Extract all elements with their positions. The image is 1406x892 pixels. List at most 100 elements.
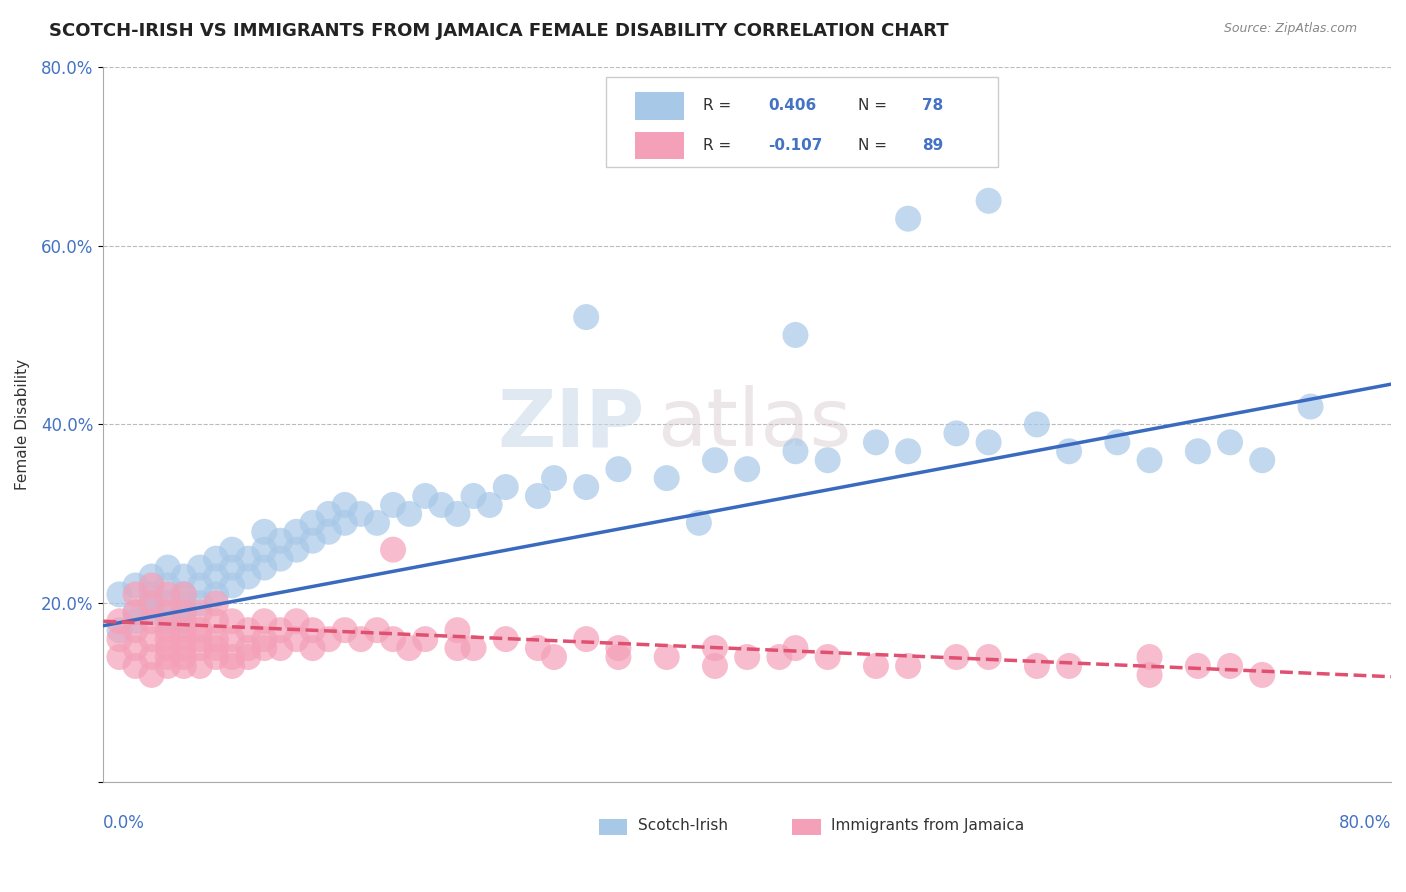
Point [527,641,550,656]
Point [607,641,630,656]
Point [768,650,790,665]
Point [945,650,967,665]
Point [173,569,195,583]
Text: atlas: atlas [657,385,852,464]
Point [301,623,323,637]
Point [156,596,179,610]
Point [1057,659,1080,673]
Point [188,596,211,610]
Point [124,587,146,601]
Point [188,605,211,619]
Point [382,542,405,557]
Point [188,632,211,647]
Text: -0.107: -0.107 [768,138,823,153]
Point [446,507,468,521]
Point [430,498,453,512]
Point [173,614,195,628]
Point [543,471,565,485]
Point [205,614,228,628]
Point [221,659,243,673]
Point [156,659,179,673]
Point [1219,659,1241,673]
Point [1107,435,1129,450]
Point [575,632,598,647]
Point [141,650,163,665]
Point [221,650,243,665]
Point [1219,435,1241,450]
Point [269,641,291,656]
Point [221,578,243,592]
Point [173,587,195,601]
Point [575,310,598,324]
Point [173,605,195,619]
Point [1251,453,1274,467]
Point [108,587,131,601]
Point [704,453,727,467]
Point [1025,417,1047,432]
Point [478,498,501,512]
Point [446,641,468,656]
Point [897,211,920,226]
Point [607,650,630,665]
Point [350,632,373,647]
Point [333,623,356,637]
Point [463,489,485,503]
Point [141,596,163,610]
Point [977,435,1000,450]
Point [382,498,405,512]
FancyBboxPatch shape [606,78,998,167]
Text: R =: R = [703,138,731,153]
Point [253,614,276,628]
Point [173,641,195,656]
Point [865,659,887,673]
Point [269,623,291,637]
Point [735,462,758,476]
Point [253,524,276,539]
Point [124,623,146,637]
Point [704,659,727,673]
Point [141,569,163,583]
Point [238,623,260,637]
Text: 89: 89 [922,138,943,153]
Point [1025,659,1047,673]
Point [108,614,131,628]
Text: ZIP: ZIP [496,385,644,464]
Point [205,650,228,665]
Bar [636,132,685,159]
Point [301,641,323,656]
Text: R =: R = [703,98,731,113]
Text: N =: N = [858,138,887,153]
Point [141,668,163,682]
Point [1139,453,1161,467]
Text: 0.406: 0.406 [768,98,815,113]
Point [173,587,195,601]
Point [188,659,211,673]
Point [1139,650,1161,665]
Point [253,560,276,574]
Point [156,641,179,656]
Point [495,632,517,647]
Point [253,632,276,647]
Point [333,516,356,530]
Point [141,614,163,628]
Point [945,426,967,441]
Point [238,641,260,656]
Point [269,551,291,566]
Point [205,596,228,610]
Point [977,194,1000,208]
Point [238,551,260,566]
Point [156,614,179,628]
Point [285,524,308,539]
Point [173,596,195,610]
Point [977,650,1000,665]
Point [301,533,323,548]
Point [607,462,630,476]
Point [897,659,920,673]
Text: Scotch-Irish: Scotch-Irish [638,819,728,833]
Point [785,328,807,343]
Point [156,650,179,665]
Point [221,614,243,628]
Point [704,641,727,656]
Point [301,516,323,530]
Point [221,542,243,557]
